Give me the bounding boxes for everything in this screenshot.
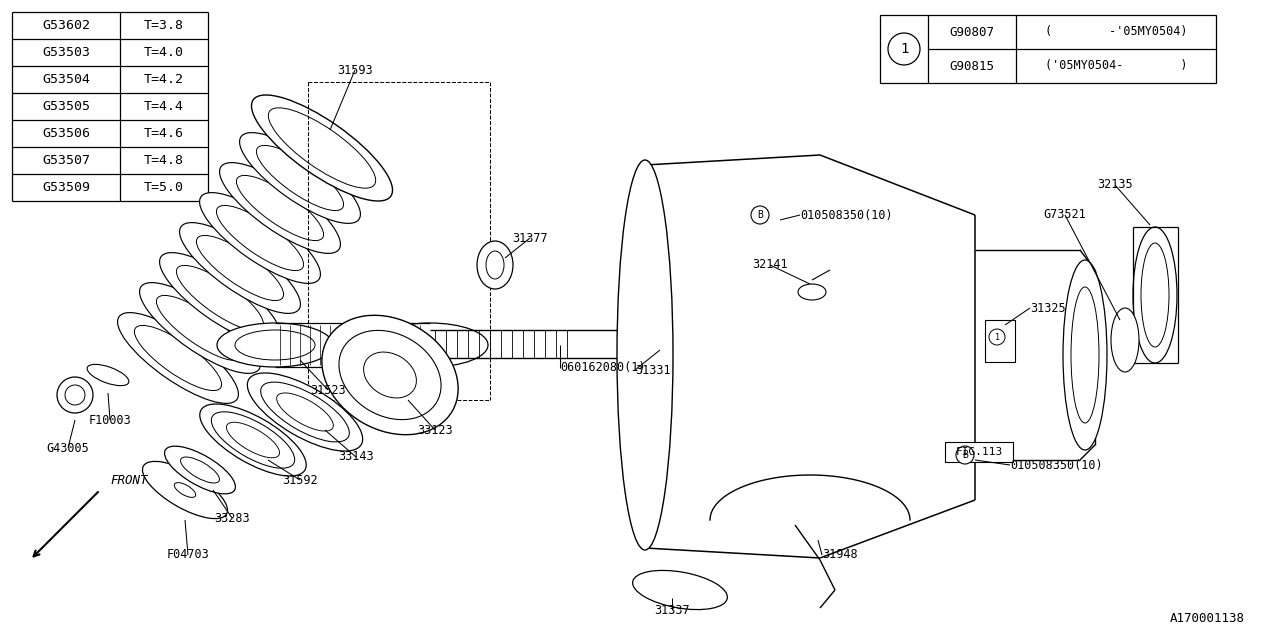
- Text: 31325: 31325: [1030, 301, 1066, 314]
- Text: 060162080(1): 060162080(1): [561, 362, 645, 374]
- Ellipse shape: [1140, 243, 1169, 347]
- Ellipse shape: [1062, 260, 1107, 450]
- Text: T=4.2: T=4.2: [143, 73, 184, 86]
- Text: T=4.6: T=4.6: [143, 127, 184, 140]
- Ellipse shape: [227, 422, 279, 458]
- Text: T=4.0: T=4.0: [143, 46, 184, 59]
- Text: 33143: 33143: [338, 451, 374, 463]
- Text: A170001138: A170001138: [1170, 612, 1245, 625]
- Ellipse shape: [134, 325, 221, 390]
- Text: G43005: G43005: [46, 442, 90, 454]
- Ellipse shape: [196, 236, 284, 301]
- Ellipse shape: [140, 283, 260, 373]
- Text: (        -'05MY0504): ( -'05MY0504): [1044, 26, 1188, 38]
- Text: G53509: G53509: [42, 181, 90, 194]
- Ellipse shape: [364, 352, 416, 398]
- Text: 32135: 32135: [1097, 179, 1133, 191]
- Ellipse shape: [200, 193, 320, 284]
- Text: 1: 1: [995, 333, 1000, 342]
- Ellipse shape: [632, 570, 727, 609]
- Ellipse shape: [261, 382, 349, 442]
- Text: G90815: G90815: [950, 60, 995, 72]
- Text: F10003: F10003: [88, 413, 132, 426]
- Ellipse shape: [477, 241, 513, 289]
- Ellipse shape: [218, 323, 333, 367]
- Circle shape: [58, 377, 93, 413]
- Text: 31331: 31331: [635, 364, 671, 376]
- Ellipse shape: [237, 175, 324, 241]
- Ellipse shape: [486, 251, 504, 279]
- Text: G53505: G53505: [42, 100, 90, 113]
- Text: B: B: [756, 210, 763, 220]
- Ellipse shape: [1133, 227, 1178, 363]
- Circle shape: [751, 206, 769, 224]
- Ellipse shape: [180, 457, 219, 483]
- Ellipse shape: [236, 330, 315, 360]
- Circle shape: [956, 446, 974, 464]
- Circle shape: [65, 385, 84, 405]
- Circle shape: [888, 33, 920, 65]
- Text: 1: 1: [900, 42, 909, 56]
- Ellipse shape: [372, 323, 488, 367]
- Ellipse shape: [211, 412, 294, 468]
- Text: 31523: 31523: [310, 383, 346, 397]
- Text: ('05MY0504-        ): ('05MY0504- ): [1044, 60, 1188, 72]
- Text: 33283: 33283: [214, 511, 250, 525]
- Text: T=3.8: T=3.8: [143, 19, 184, 32]
- Ellipse shape: [160, 253, 280, 344]
- Text: T=4.4: T=4.4: [143, 100, 184, 113]
- Ellipse shape: [216, 205, 303, 271]
- Ellipse shape: [269, 108, 375, 188]
- Ellipse shape: [174, 483, 196, 497]
- Ellipse shape: [177, 266, 264, 331]
- Text: 31337: 31337: [654, 604, 690, 616]
- Ellipse shape: [321, 316, 458, 435]
- Ellipse shape: [165, 446, 236, 494]
- Text: G53506: G53506: [42, 127, 90, 140]
- Ellipse shape: [220, 163, 340, 253]
- Text: G90807: G90807: [950, 26, 995, 38]
- Text: FIG.113: FIG.113: [955, 447, 1002, 457]
- Ellipse shape: [251, 95, 393, 201]
- Text: 31377: 31377: [512, 232, 548, 244]
- Ellipse shape: [142, 461, 228, 518]
- Text: 32141: 32141: [753, 259, 787, 271]
- Text: G53504: G53504: [42, 73, 90, 86]
- Bar: [986, 320, 1015, 362]
- Ellipse shape: [118, 312, 238, 403]
- Ellipse shape: [200, 404, 306, 476]
- Ellipse shape: [1111, 308, 1139, 372]
- Ellipse shape: [617, 160, 673, 550]
- Text: 31948: 31948: [822, 548, 858, 561]
- Text: G53507: G53507: [42, 154, 90, 167]
- Text: 010508350(10): 010508350(10): [800, 209, 892, 221]
- Ellipse shape: [179, 223, 301, 314]
- Circle shape: [989, 329, 1005, 345]
- Text: 31592: 31592: [282, 474, 317, 486]
- Text: B: B: [963, 450, 968, 460]
- Ellipse shape: [87, 364, 129, 386]
- Ellipse shape: [256, 145, 343, 211]
- Text: T=4.8: T=4.8: [143, 154, 184, 167]
- Bar: [881, 15, 1216, 83]
- Ellipse shape: [239, 132, 361, 223]
- Text: T=5.0: T=5.0: [143, 181, 184, 194]
- Text: FRONT: FRONT: [110, 474, 147, 486]
- Ellipse shape: [247, 373, 362, 451]
- Text: G53503: G53503: [42, 46, 90, 59]
- Text: 31593: 31593: [337, 63, 372, 77]
- Text: F04703: F04703: [166, 548, 210, 561]
- Ellipse shape: [1071, 287, 1100, 423]
- Text: 33123: 33123: [417, 424, 453, 436]
- Bar: [945, 442, 1012, 462]
- Text: 010508350(10): 010508350(10): [1010, 458, 1102, 472]
- Ellipse shape: [276, 393, 333, 431]
- Text: G53602: G53602: [42, 19, 90, 32]
- Ellipse shape: [339, 330, 442, 420]
- Ellipse shape: [156, 296, 243, 360]
- Text: G73521: G73521: [1043, 209, 1087, 221]
- Ellipse shape: [797, 284, 826, 300]
